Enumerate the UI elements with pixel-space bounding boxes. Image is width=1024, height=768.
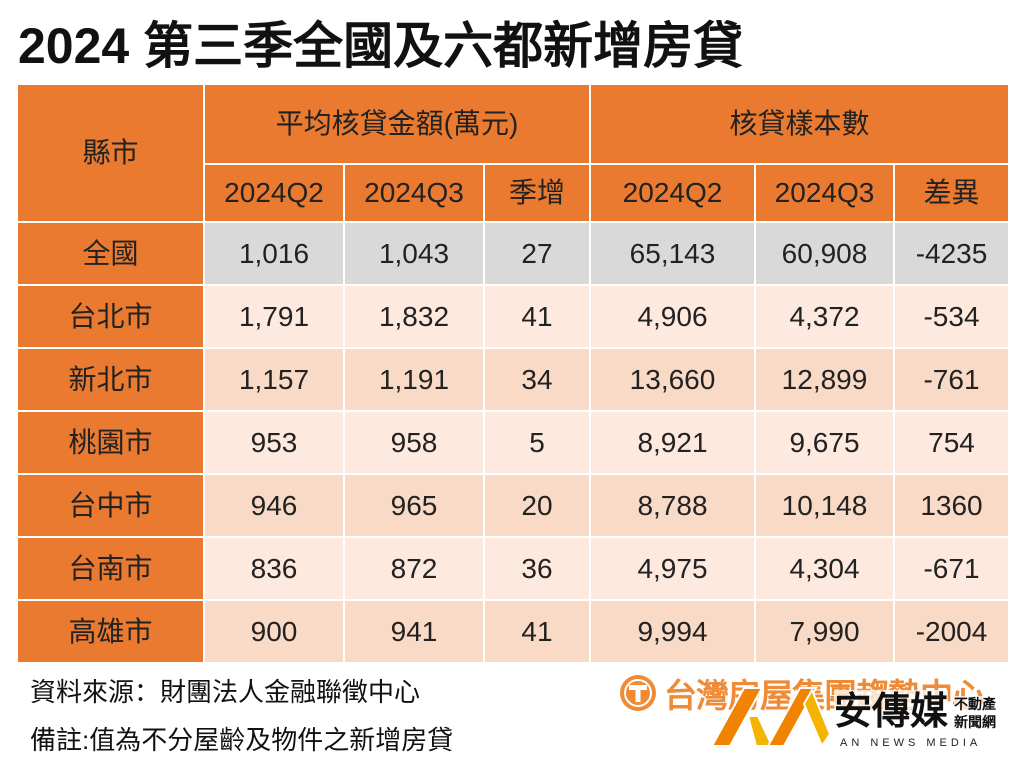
table-cell: 12,899 bbox=[756, 349, 893, 410]
table-cell: 872 bbox=[345, 538, 483, 599]
table-cell: -534 bbox=[895, 286, 1008, 347]
table-cell: 7,990 bbox=[756, 601, 893, 662]
table-cell: 4,975 bbox=[591, 538, 754, 599]
table-cell: 1,791 bbox=[205, 286, 343, 347]
column-header: 2024Q3 bbox=[756, 165, 893, 221]
table-cell: 900 bbox=[205, 601, 343, 662]
source-note: 資料來源：財團法人金融聯徵中心 bbox=[30, 677, 421, 707]
column-header: 2024Q3 bbox=[345, 165, 483, 221]
table-cell: 8,788 bbox=[591, 475, 754, 536]
table-cell: -2004 bbox=[895, 601, 1008, 662]
table-cell: 1,832 bbox=[345, 286, 483, 347]
media-english-name: AN NEWS MEDIA bbox=[840, 737, 982, 749]
row-label: 桃園市 bbox=[18, 412, 203, 473]
table-cell: 9,675 bbox=[756, 412, 893, 473]
an-mark-icon bbox=[712, 687, 832, 748]
row-header-label: 縣市 bbox=[18, 85, 203, 221]
row-label: 台北市 bbox=[18, 286, 203, 347]
table-cell: 1360 bbox=[895, 475, 1008, 536]
remark-note: 備註:值為不分屋齡及物件之新增房貸 bbox=[30, 725, 454, 755]
media-sub-bottom: 新聞網 bbox=[954, 714, 996, 730]
table-cell: 34 bbox=[485, 349, 589, 410]
column-header: 差異 bbox=[895, 165, 1008, 221]
table-cell: 946 bbox=[205, 475, 343, 536]
row-label: 台南市 bbox=[18, 538, 203, 599]
table-cell: 965 bbox=[345, 475, 483, 536]
table-cell: 1,191 bbox=[345, 349, 483, 410]
table-cell: 20 bbox=[485, 475, 589, 536]
table-cell: 754 bbox=[895, 412, 1008, 473]
media-name: 安傳媒 bbox=[834, 690, 949, 734]
data-table: 縣市 平均核貸金額(萬元) 核貸樣本數 2024Q2 2024Q3 季增 202… bbox=[18, 85, 1008, 662]
table-cell: 941 bbox=[345, 601, 483, 662]
table-cell: 36 bbox=[485, 538, 589, 599]
media-logo: 安傳媒 不動產 新聞網 AN NEWS MEDIA bbox=[712, 684, 1012, 756]
group-header-avg-amount: 平均核貸金額(萬元) bbox=[205, 85, 589, 163]
table-cell: 60,908 bbox=[756, 223, 893, 284]
table-cell: -671 bbox=[895, 538, 1008, 599]
group-header-sample-count: 核貸樣本數 bbox=[591, 85, 1008, 163]
page-title: 2024 第三季全國及六都新增房貸 bbox=[18, 18, 744, 74]
row-label: 高雄市 bbox=[18, 601, 203, 662]
table-cell: -4235 bbox=[895, 223, 1008, 284]
table-cell: 1,157 bbox=[205, 349, 343, 410]
column-header: 2024Q2 bbox=[591, 165, 754, 221]
row-label: 台中市 bbox=[18, 475, 203, 536]
table-cell: 8,921 bbox=[591, 412, 754, 473]
table-cell: 10,148 bbox=[756, 475, 893, 536]
table-cell: -761 bbox=[895, 349, 1008, 410]
table-cell: 836 bbox=[205, 538, 343, 599]
media-sub-top: 不動產 bbox=[954, 696, 996, 712]
column-header: 季增 bbox=[485, 165, 589, 221]
table-cell: 41 bbox=[485, 601, 589, 662]
circle-t-icon bbox=[620, 675, 656, 711]
table-cell: 13,660 bbox=[591, 349, 754, 410]
table-cell: 41 bbox=[485, 286, 589, 347]
table-cell: 27 bbox=[485, 223, 589, 284]
table-cell: 958 bbox=[345, 412, 483, 473]
row-label: 全國 bbox=[18, 223, 203, 284]
table-cell: 4,304 bbox=[756, 538, 893, 599]
table-cell: 4,372 bbox=[756, 286, 893, 347]
column-header: 2024Q2 bbox=[205, 165, 343, 221]
table-cell: 1,043 bbox=[345, 223, 483, 284]
table-cell: 5 bbox=[485, 412, 589, 473]
table-cell: 4,906 bbox=[591, 286, 754, 347]
table-cell: 1,016 bbox=[205, 223, 343, 284]
table-cell: 9,994 bbox=[591, 601, 754, 662]
row-label: 新北市 bbox=[18, 349, 203, 410]
table-cell: 65,143 bbox=[591, 223, 754, 284]
table-cell: 953 bbox=[205, 412, 343, 473]
